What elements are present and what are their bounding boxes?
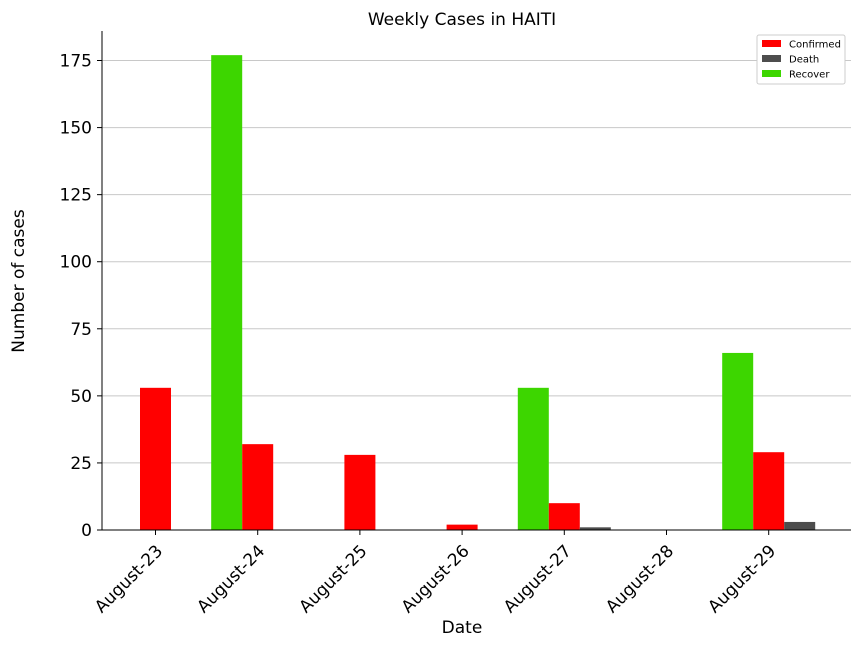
y-tick-label: 175 — [60, 52, 92, 72]
x-ticks: August-23 August-24 August-25 August-26 Augu… — [91, 530, 780, 617]
x-tick-label: August-26 — [398, 541, 474, 617]
bar-confirmed — [242, 444, 274, 530]
y-tick-label: 25 — [70, 454, 92, 474]
bar-confirmed — [446, 524, 478, 530]
legend-label-confirmed: Confirmed — [789, 40, 841, 51]
chart-title: Weekly Cases in HAITI — [368, 10, 556, 30]
bar-confirmed — [548, 503, 580, 530]
y-axis-title: Number of cases — [9, 209, 29, 353]
x-tick-label: August-23 — [91, 541, 167, 617]
bar-confirmed — [140, 387, 171, 530]
legend-swatch-death — [762, 55, 781, 62]
bars — [140, 55, 816, 530]
x-axis-title: Date — [442, 618, 483, 638]
bar-recover — [211, 55, 243, 530]
legend: Confirmed Death Recover — [756, 34, 846, 85]
x-tick-label: August-29 — [704, 541, 780, 617]
y-tick-label: 75 — [70, 320, 92, 340]
x-tick-label: August-24 — [193, 541, 269, 617]
bar-recover — [722, 352, 754, 530]
y-tick-label: 150 — [60, 119, 92, 139]
y-ticks: 0 25 50 75 100 125 150 175 — [60, 52, 102, 541]
legend-label-recover: Recover — [789, 70, 830, 81]
bar-confirmed — [753, 452, 785, 530]
legend-swatch-confirmed — [762, 40, 781, 47]
x-tick-label: August-27 — [500, 541, 576, 617]
x-tick-label: August-25 — [296, 541, 372, 617]
bar-death — [784, 521, 816, 530]
y-tick-label: 0 — [81, 521, 92, 541]
x-tick-label: August-28 — [602, 541, 678, 617]
bar-recover — [517, 387, 549, 530]
legend-swatch-recover — [762, 70, 781, 77]
bar-confirmed — [344, 454, 376, 530]
y-tick-label: 125 — [60, 186, 92, 206]
y-tick-label: 100 — [60, 253, 92, 273]
bar-death — [579, 527, 611, 530]
y-tick-label: 50 — [70, 387, 92, 407]
legend-label-death: Death — [789, 55, 819, 66]
